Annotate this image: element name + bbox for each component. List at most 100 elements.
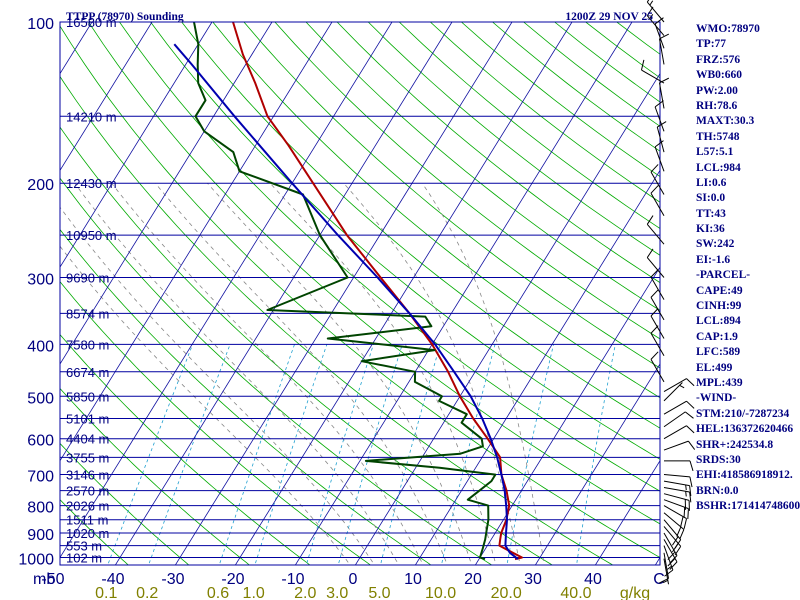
wind-barb-full-flag — [658, 577, 669, 584]
wind-barb-full-flag — [646, 215, 654, 225]
wind-barb — [663, 474, 693, 488]
grid-layer — [60, 22, 660, 565]
mixing-ratio-label: 5.0 — [368, 585, 390, 600]
wind-barb — [658, 33, 670, 65]
wind-barb — [650, 308, 665, 339]
pressure-tick-label: 100 — [27, 16, 54, 33]
mixing-ratio-line — [441, 344, 496, 565]
height-label: 553 m — [66, 539, 102, 554]
height-label: 16580 m — [66, 15, 117, 30]
pressure-tick-label: 1000 — [18, 552, 54, 569]
wind-barb — [663, 493, 690, 511]
wind-barb-full-flag — [664, 569, 674, 577]
index-line: PW:2.00 — [696, 84, 738, 97]
index-line: TP:77 — [696, 38, 727, 51]
wind-barb-full-flag — [654, 140, 664, 148]
wind-barb-staff — [654, 23, 665, 49]
dry-adiabat-line — [60, 442, 190, 565]
wind-barb-staff — [663, 493, 690, 501]
index-line: TH:5748 — [696, 130, 740, 143]
wind-barb-full-flag — [689, 460, 694, 472]
wind-barb-full-flag — [659, 33, 670, 40]
isotherm-line — [594, 459, 660, 565]
wind-barb-staff — [650, 359, 665, 383]
pressure-tick-label: 700 — [27, 469, 54, 486]
temperature-tick-label: -10 — [281, 571, 304, 588]
height-label: 4404 m — [66, 432, 109, 447]
dry-adiabat-line — [60, 25, 660, 558]
wind-barb-staff — [663, 382, 683, 402]
temperature-tick-label: 40 — [584, 571, 602, 588]
wind-barb — [650, 185, 665, 216]
height-label: 7580 m — [66, 337, 109, 352]
wind-barb-staff — [658, 82, 665, 109]
index-line: WMO:78970 — [696, 23, 760, 35]
wind-barb-full-flag — [650, 185, 659, 194]
isotherm-line — [414, 169, 660, 565]
wind-barb-full-flag — [679, 529, 685, 540]
moist-adiabat-line — [421, 182, 545, 565]
wind-barb-half-flag — [685, 491, 687, 497]
wind-barb-staff — [650, 171, 665, 195]
wind-barb-staff — [654, 106, 665, 132]
index-line: LI:0.6 — [696, 176, 727, 189]
isotherm-line — [60, 22, 213, 268]
mixing-ratio-label: 0.6 — [207, 585, 229, 600]
wind-barb-half-flag — [667, 565, 672, 570]
temperature-tick-label: -50 — [41, 571, 64, 588]
wind-barb-full-flag — [674, 546, 682, 556]
wind-barb-staff — [650, 315, 665, 339]
wind-barb-full-flag — [689, 491, 692, 503]
wind-barb-full-flag — [676, 526, 682, 537]
wind-barb-staff — [663, 532, 678, 556]
height-label: 5850 m — [66, 389, 109, 404]
mixing-ratio-line — [506, 344, 554, 565]
mixing-ratio-label: 2.0 — [294, 585, 316, 600]
wind-barb — [663, 532, 678, 564]
moist-adiabat-line — [60, 245, 351, 565]
wind-barb-full-flag — [640, 59, 645, 71]
wind-barb — [663, 486, 692, 503]
index-line: L57:5.1 — [696, 146, 734, 159]
wind-barb-full-flag — [650, 289, 659, 298]
wind-barb-staff — [650, 276, 665, 300]
dewpoint-profile-line — [193, 22, 497, 561]
wind-barb-full-flag — [646, 0, 650, 3]
wind-barb-staff — [650, 192, 665, 216]
height-label: 3755 m — [66, 450, 109, 465]
wind-barb — [663, 425, 695, 440]
height-label: 6674 m — [66, 365, 109, 380]
wind-barb — [664, 460, 694, 472]
wind-barb-full-flag — [654, 100, 664, 108]
index-line: MPL:439 — [696, 376, 743, 389]
wind-barb — [658, 77, 670, 109]
wind-barb-full-flag — [683, 518, 688, 529]
wind-barb-staff — [646, 1, 665, 23]
wind-barb-staff — [663, 519, 682, 540]
wind-barb — [663, 480, 692, 497]
temperature-tick-label: 20 — [464, 571, 482, 588]
mixing-ratio-label: 1.0 — [243, 585, 265, 600]
wind-barb-staff — [646, 15, 665, 36]
wind-barb-staff — [663, 411, 686, 428]
index-line: EHI:418586918912. — [696, 469, 793, 482]
index-line: MAXT:30.3 — [696, 115, 755, 128]
height-label: 2570 m — [66, 484, 109, 499]
mixing-ratio-label: 10.0 — [425, 585, 456, 600]
height-label: 9690 m — [66, 270, 109, 285]
wind-barb — [646, 215, 665, 245]
wind-barb-layer — [640, 0, 696, 585]
mixing-ratio-label: 3.0 — [326, 585, 348, 600]
pressure-tick-label: 400 — [27, 338, 54, 355]
chart-time: 1200Z 29 NOV 25 — [565, 11, 653, 23]
wind-barb-staff — [646, 223, 665, 245]
wind-barb — [663, 400, 695, 415]
moist-adiabat-line — [207, 182, 473, 565]
height-label: 12430 m — [66, 176, 117, 191]
dry-adiabat-line — [88, 22, 660, 525]
wind-barb-full-flag — [684, 411, 694, 419]
index-line: RH:78.6 — [696, 99, 738, 112]
temperature-tick-label: -20 — [221, 571, 244, 588]
wind-barb-full-flag — [688, 440, 696, 450]
